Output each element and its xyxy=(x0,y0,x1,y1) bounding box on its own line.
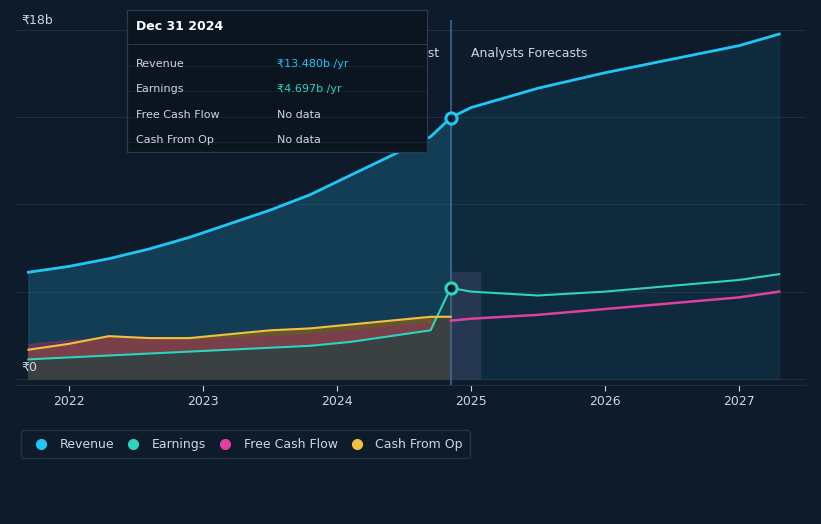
Text: No data: No data xyxy=(277,135,321,145)
Text: Revenue: Revenue xyxy=(136,59,185,69)
Text: ₹0: ₹0 xyxy=(21,361,38,374)
Text: ₹13.480b /yr: ₹13.480b /yr xyxy=(277,59,349,69)
Text: Earnings: Earnings xyxy=(136,84,185,94)
Text: Past: Past xyxy=(414,47,440,60)
Text: Cash From Op: Cash From Op xyxy=(136,135,214,145)
Text: ₹4.697b /yr: ₹4.697b /yr xyxy=(277,84,342,94)
Text: Dec 31 2024: Dec 31 2024 xyxy=(136,20,223,34)
Text: Free Cash Flow: Free Cash Flow xyxy=(136,110,220,119)
Text: No data: No data xyxy=(277,110,321,119)
Legend: Revenue, Earnings, Free Cash Flow, Cash From Op: Revenue, Earnings, Free Cash Flow, Cash … xyxy=(21,430,470,458)
Text: ₹18b: ₹18b xyxy=(21,14,53,27)
Text: Analysts Forecasts: Analysts Forecasts xyxy=(470,47,587,60)
